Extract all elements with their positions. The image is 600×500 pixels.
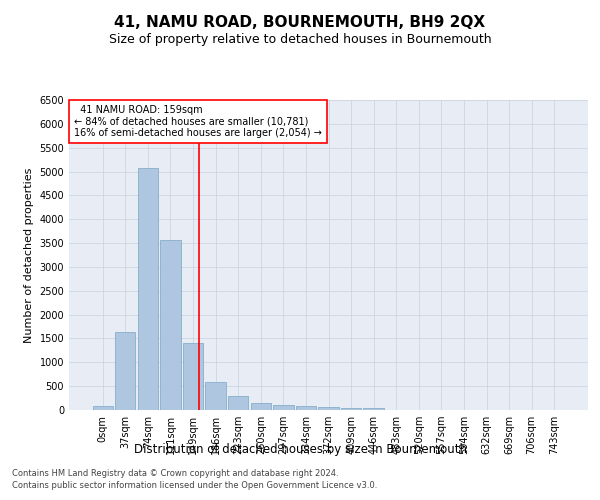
- Text: Size of property relative to detached houses in Bournemouth: Size of property relative to detached ho…: [109, 32, 491, 46]
- Bar: [205, 382, 226, 410]
- Bar: [183, 343, 203, 410]
- Text: Contains HM Land Registry data © Crown copyright and database right 2024.: Contains HM Land Registry data © Crown c…: [12, 468, 338, 477]
- Bar: [115, 332, 136, 410]
- Text: 41, NAMU ROAD, BOURNEMOUTH, BH9 2QX: 41, NAMU ROAD, BOURNEMOUTH, BH9 2QX: [115, 15, 485, 30]
- Y-axis label: Number of detached properties: Number of detached properties: [24, 168, 34, 342]
- Bar: [251, 403, 271, 410]
- Text: Contains public sector information licensed under the Open Government Licence v3: Contains public sector information licen…: [12, 481, 377, 490]
- Bar: [92, 406, 113, 410]
- Bar: [138, 168, 158, 410]
- Text: Distribution of detached houses by size in Bournemouth: Distribution of detached houses by size …: [133, 442, 467, 456]
- Bar: [273, 405, 293, 410]
- Text: 41 NAMU ROAD: 159sqm
← 84% of detached houses are smaller (10,781)
16% of semi-d: 41 NAMU ROAD: 159sqm ← 84% of detached h…: [74, 104, 322, 138]
- Bar: [228, 396, 248, 410]
- Bar: [364, 408, 384, 410]
- Bar: [341, 408, 361, 410]
- Bar: [319, 408, 338, 410]
- Bar: [296, 406, 316, 410]
- Bar: [160, 240, 181, 410]
